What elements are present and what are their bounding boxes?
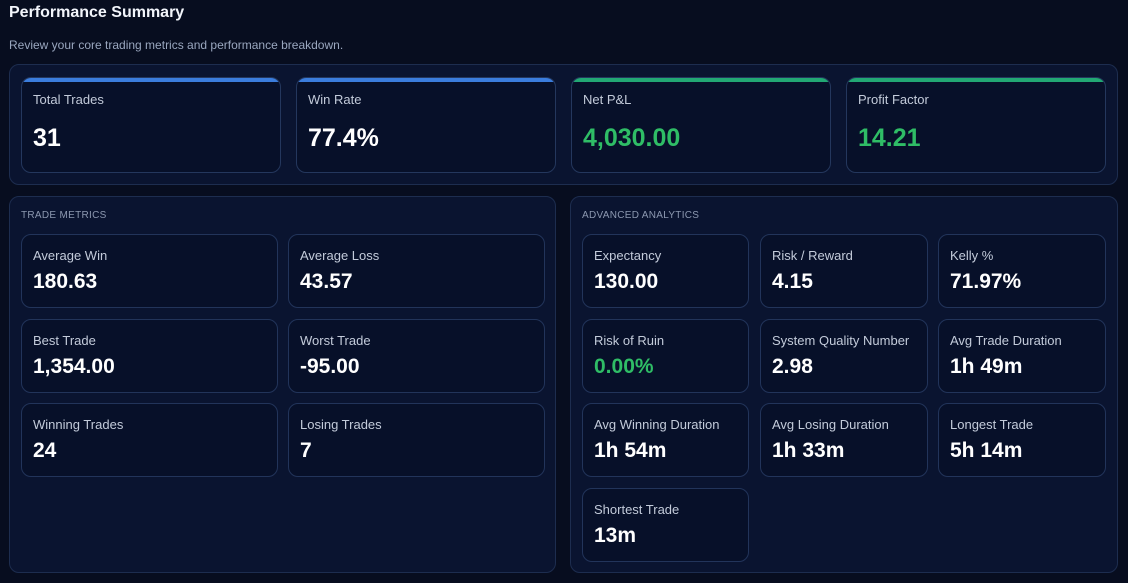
metric-expectancy: Expectancy 130.00 <box>582 234 749 308</box>
metric-value: 180.63 <box>33 270 98 293</box>
kpi-accent-bar <box>297 78 555 82</box>
kpi-label: Profit Factor <box>858 92 929 107</box>
kpi-profit-factor: Profit Factor 14.21 <box>846 77 1106 173</box>
metric-value: 5h 14m <box>950 439 1023 462</box>
metric-label: Risk of Ruin <box>594 333 665 348</box>
metric-value: 0.00% <box>594 355 654 378</box>
kpi-win-rate: Win Rate 77.4% <box>296 77 556 173</box>
metric-value: 7 <box>300 439 312 462</box>
metric-system-quality-number: System Quality Number 2.98 <box>760 319 928 393</box>
panel-title: TRADE METRICS <box>21 210 107 221</box>
panel-title: ADVANCED ANALYTICS <box>582 210 700 221</box>
kpi-total-trades: Total Trades 31 <box>21 77 281 173</box>
kpi-accent-bar <box>22 78 280 82</box>
metric-average-win: Average Win 180.63 <box>21 234 278 308</box>
metric-best-trade: Best Trade 1,354.00 <box>21 319 278 393</box>
metric-risk-of-ruin: Risk of Ruin 0.00% <box>582 319 749 393</box>
kpi-accent-bar <box>572 78 830 82</box>
page-title: Performance Summary <box>9 4 185 21</box>
metric-label: Kelly % <box>950 248 994 263</box>
metric-value: 1h 33m <box>772 439 845 462</box>
metric-label: Avg Trade Duration <box>950 333 1062 348</box>
kpi-value: 77.4% <box>308 124 379 152</box>
metric-label: Losing Trades <box>300 417 382 432</box>
metric-value: 2.98 <box>772 355 813 378</box>
metric-label: Avg Winning Duration <box>594 417 720 432</box>
metric-worst-trade: Worst Trade -95.00 <box>288 319 545 393</box>
metric-value: 24 <box>33 439 57 462</box>
metric-label: Average Win <box>33 248 108 263</box>
metric-value: 4.15 <box>772 270 813 293</box>
metric-label: Expectancy <box>594 248 662 263</box>
metric-label: Winning Trades <box>33 417 124 432</box>
metric-value: 13m <box>594 524 637 547</box>
metric-winning-trades: Winning Trades 24 <box>21 403 278 477</box>
kpi-label: Win Rate <box>308 92 362 107</box>
page-subtitle: Review your core trading metrics and per… <box>9 38 344 52</box>
metric-shortest-trade: Shortest Trade 13m <box>582 488 749 562</box>
metric-label: Shortest Trade <box>594 502 680 517</box>
metric-label: Best Trade <box>33 333 96 348</box>
kpi-label: Total Trades <box>33 92 104 107</box>
metric-value: 1h 49m <box>950 355 1023 378</box>
metric-label: Avg Losing Duration <box>772 417 889 432</box>
kpi-value: 31 <box>33 124 61 152</box>
kpi-value: 14.21 <box>858 124 921 152</box>
metric-risk-reward: Risk / Reward 4.15 <box>760 234 928 308</box>
metric-value: 1,354.00 <box>33 355 115 378</box>
metric-avg-losing-duration: Avg Losing Duration 1h 33m <box>760 403 928 477</box>
kpi-label: Net P&L <box>583 92 632 107</box>
advanced-analytics-panel: ADVANCED ANALYTICS Expectancy 130.00 Ris… <box>570 196 1118 573</box>
metric-value: -95.00 <box>300 355 360 378</box>
kpi-net-pnl: Net P&L 4,030.00 <box>571 77 831 173</box>
metric-label: Worst Trade <box>300 333 371 348</box>
metric-label: Risk / Reward <box>772 248 853 263</box>
metric-value: 71.97% <box>950 270 1022 293</box>
metric-average-loss: Average Loss 43.57 <box>288 234 545 308</box>
metric-kelly: Kelly % 71.97% <box>938 234 1106 308</box>
kpi-accent-bar <box>847 78 1105 82</box>
metric-value: 43.57 <box>300 270 353 293</box>
metric-avg-trade-duration: Avg Trade Duration 1h 49m <box>938 319 1106 393</box>
metric-longest-trade: Longest Trade 5h 14m <box>938 403 1106 477</box>
metric-value: 1h 54m <box>594 439 667 462</box>
kpi-value: 4,030.00 <box>583 124 681 152</box>
kpi-panel: Total Trades 31 Win Rate 77.4% Net P&L 4… <box>9 64 1118 185</box>
metric-value: 130.00 <box>594 270 659 293</box>
metric-label: System Quality Number <box>772 333 910 348</box>
metric-label: Average Loss <box>300 248 380 263</box>
metric-avg-winning-duration: Avg Winning Duration 1h 54m <box>582 403 749 477</box>
metric-label: Longest Trade <box>950 417 1034 432</box>
trade-metrics-panel: TRADE METRICS Average Win 180.63 Average… <box>9 196 556 573</box>
metric-losing-trades: Losing Trades 7 <box>288 403 545 477</box>
